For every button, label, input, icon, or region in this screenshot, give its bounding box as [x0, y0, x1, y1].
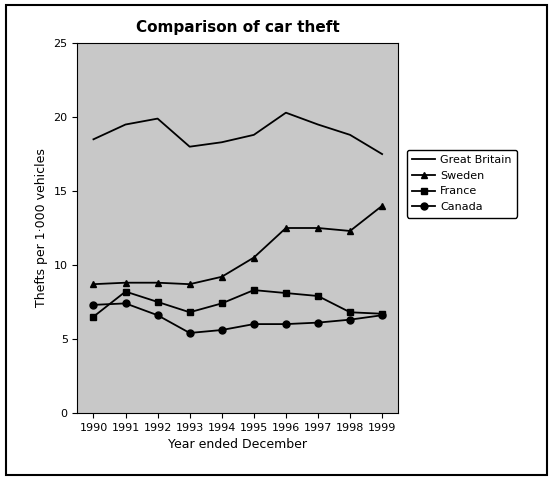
- Line: Canada: Canada: [90, 300, 385, 336]
- France: [186, 310, 193, 315]
- Canada: [90, 302, 97, 308]
- Canada: [283, 321, 289, 327]
- Great Britain: [186, 144, 193, 150]
- France: [379, 311, 385, 317]
- Sweden: [154, 280, 161, 286]
- Great Britain: [347, 132, 353, 138]
- Sweden: [90, 281, 97, 287]
- France: [315, 293, 321, 299]
- Canada: [154, 312, 161, 318]
- Great Britain: [122, 121, 129, 127]
- Line: Sweden: Sweden: [90, 203, 385, 288]
- Great Britain: [379, 151, 385, 157]
- Great Britain: [218, 139, 225, 145]
- France: [90, 314, 97, 320]
- Sweden: [122, 280, 129, 286]
- Canada: [186, 330, 193, 336]
- Canada: [347, 317, 353, 323]
- France: [251, 287, 257, 293]
- Canada: [218, 327, 225, 333]
- Sweden: [315, 225, 321, 231]
- France: [283, 290, 289, 296]
- Great Britain: [90, 136, 97, 142]
- Sweden: [186, 281, 193, 287]
- Line: France: France: [90, 287, 385, 320]
- Canada: [315, 320, 321, 325]
- Canada: [122, 300, 129, 306]
- Great Britain: [251, 132, 257, 138]
- Sweden: [379, 203, 385, 209]
- Great Britain: [283, 110, 289, 116]
- France: [218, 300, 225, 306]
- Legend: Great Britain, Sweden, France, Canada: Great Britain, Sweden, France, Canada: [407, 150, 517, 217]
- Canada: [251, 321, 257, 327]
- Y-axis label: Thefts per 1·000 vehicles: Thefts per 1·000 vehicles: [35, 149, 48, 307]
- Line: Great Britain: Great Britain: [93, 113, 382, 154]
- Great Britain: [315, 121, 321, 127]
- Sweden: [347, 228, 353, 234]
- France: [347, 310, 353, 315]
- Canada: [379, 312, 385, 318]
- Sweden: [218, 274, 225, 280]
- Sweden: [251, 255, 257, 261]
- Great Britain: [154, 116, 161, 121]
- France: [154, 299, 161, 305]
- Title: Comparison of car theft: Comparison of car theft: [136, 20, 340, 35]
- France: [122, 288, 129, 294]
- Sweden: [283, 225, 289, 231]
- X-axis label: Year ended December: Year ended December: [168, 438, 307, 451]
